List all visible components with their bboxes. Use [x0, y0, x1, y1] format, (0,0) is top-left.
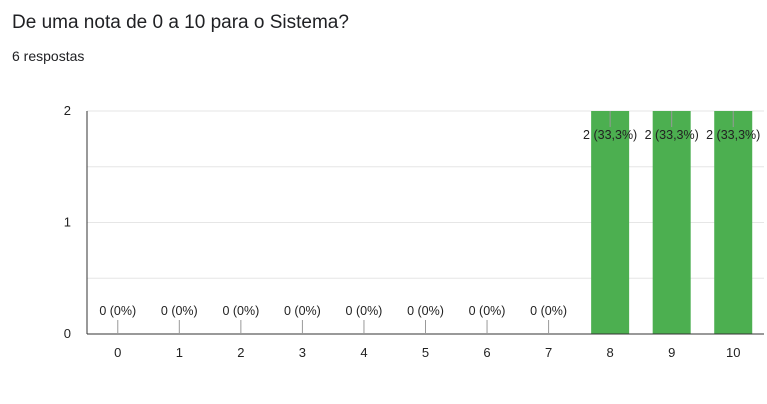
data-label: 0 (0%) — [222, 304, 259, 318]
bar-9 — [652, 111, 691, 334]
x-tick-label: 4 — [360, 345, 367, 360]
y-tick-label: 2 — [64, 103, 71, 118]
x-tick-label: 8 — [607, 345, 614, 360]
data-label: 0 (0%) — [346, 304, 383, 318]
data-label: 2 (33,3%) — [706, 128, 760, 142]
bar-8 — [591, 111, 630, 334]
y-tick-label: 0 — [64, 326, 71, 341]
data-label: 0 (0%) — [469, 304, 506, 318]
y-tick-label: 1 — [64, 215, 71, 230]
x-tick-label: 2 — [237, 345, 244, 360]
data-label: 0 (0%) — [407, 304, 444, 318]
response-count: 6 respostas — [12, 48, 85, 64]
question-title: De uma nota de 0 a 10 para o Sistema? — [12, 12, 349, 33]
x-tick-label: 7 — [545, 345, 552, 360]
x-tick-label: 0 — [114, 345, 121, 360]
x-tick-label: 6 — [483, 345, 490, 360]
data-label: 2 (33,3%) — [645, 128, 699, 142]
x-tick-label: 5 — [422, 345, 429, 360]
bar-10 — [714, 111, 753, 334]
x-tick-label: 1 — [176, 345, 183, 360]
data-label: 2 (33,3%) — [583, 128, 637, 142]
data-label: 0 (0%) — [530, 304, 567, 318]
data-label: 0 (0%) — [161, 304, 198, 318]
x-tick-label: 10 — [726, 345, 740, 360]
x-tick-label: 3 — [299, 345, 306, 360]
data-label: 0 (0%) — [284, 304, 321, 318]
data-label: 0 (0%) — [99, 304, 136, 318]
x-tick-label: 9 — [668, 345, 675, 360]
